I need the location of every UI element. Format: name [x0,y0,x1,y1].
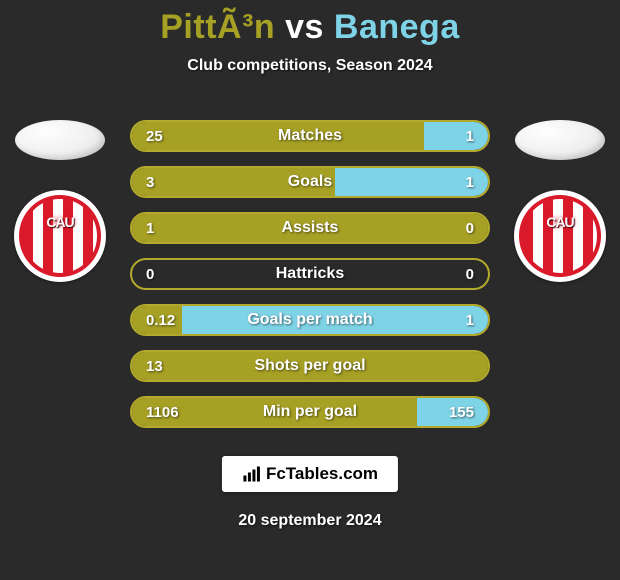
stat-row: 251Matches [130,120,490,152]
stat-row: 1106155Min per goal [130,396,490,428]
player2-club-logo: CAU [514,190,606,282]
subtitle: Club competitions, Season 2024 [0,57,620,75]
watermark: FcTables.com [222,456,398,492]
player1-name: PittÃ³n [160,8,275,46]
stat-label: Matches [132,122,488,150]
player1-avatar [15,120,105,160]
stat-label: Min per goal [132,398,488,426]
player2-avatar [515,120,605,160]
stat-row: 13Shots per goal [130,350,490,382]
footer-date: 20 september 2024 [0,512,620,530]
stat-row: 31Goals [130,166,490,198]
stat-label: Goals per match [132,306,488,334]
player1-side: CAU [0,120,120,282]
stat-label: Assists [132,214,488,242]
player2-side: CAU [500,120,620,282]
player1-club-letters: CAU [46,214,73,230]
stat-row: 00Hattricks [130,258,490,290]
vs-label: vs [285,8,324,46]
stat-label: Shots per goal [132,352,488,380]
player2-club-letters: CAU [546,214,573,230]
stat-row: 0.121Goals per match [130,304,490,336]
watermark-text: FcTables.com [266,464,378,484]
stat-label: Hattricks [132,260,488,288]
stat-label: Goals [132,168,488,196]
page-title: PittÃ³n vs Banega [0,0,620,47]
chart-bars-icon [242,465,260,483]
stats-bars: 251Matches 31Goals 10Assists 00Hattricks 0.1… [130,120,490,428]
comparison-card: PittÃ³n vs Banega Club competitions, Sea… [0,0,620,580]
player2-name: Banega [334,8,460,46]
stat-row: 10Assists [130,212,490,244]
player1-club-logo: CAU [14,190,106,282]
